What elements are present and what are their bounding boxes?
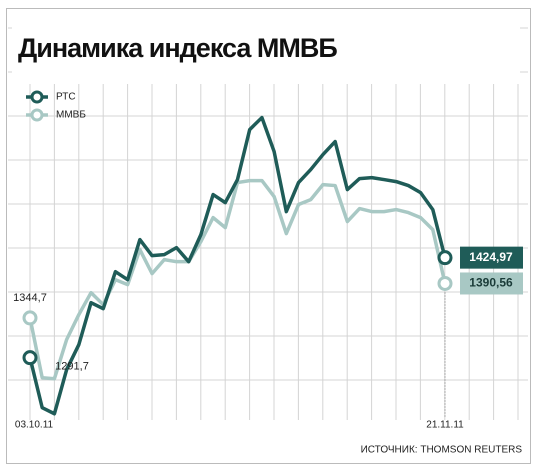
legend-marker [30,108,44,122]
frame [6,8,531,464]
value-label: 1390,56 [469,276,513,290]
point-marker [22,310,38,326]
x-tick-label: 03.10.11 [15,420,54,431]
point-marker [437,275,453,291]
value-label: 1424,97 [469,250,513,264]
x-tick-label: 21.11.11 [426,420,464,431]
value-label-box [460,272,523,295]
chart-title: Динамика индекса ММВБ [18,33,337,63]
source: ИСТОЧНИК: THOMSON REUTERS [361,445,523,456]
legend-marker [30,90,44,104]
value-label-box [460,246,523,269]
series-line [28,115,447,416]
legend-label: ММВБ [56,110,86,121]
title-backdrop [12,16,520,84]
point-marker [437,250,453,266]
value-label: 1344,7 [13,292,47,304]
point-marker [22,350,38,366]
legend-label: РТС [56,92,76,103]
value-label: 1291,7 [55,361,89,373]
